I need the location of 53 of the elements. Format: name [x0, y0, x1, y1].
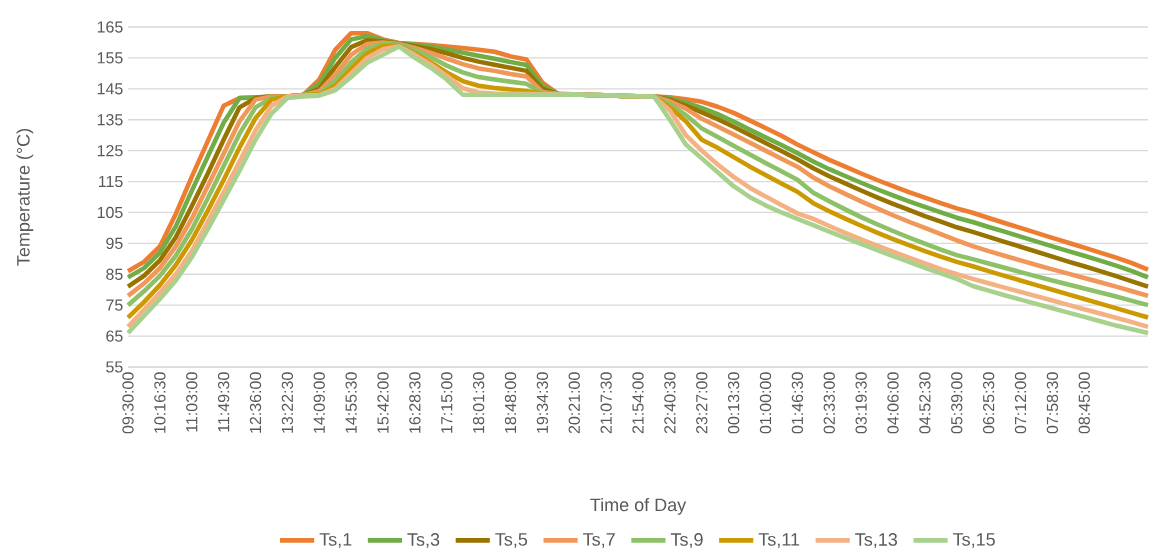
x-tick-label: 22:40:30 — [664, 372, 676, 434]
x-tick-label: 06:25:30 — [982, 372, 995, 434]
x-tick-label: 05:39:00 — [951, 372, 963, 434]
legend-label: Ts,7 — [583, 533, 615, 548]
y-tick-label: 145 — [97, 83, 123, 95]
y-tick-label: 125 — [97, 144, 123, 157]
y-tick-label: 75 — [106, 299, 123, 311]
y-tick-label: 105 — [97, 206, 123, 219]
x-tick-label: 03:19:30 — [855, 372, 867, 434]
legend-label: Ts,1 — [319, 533, 352, 548]
y-tick-label: 135 — [97, 114, 123, 126]
x-tick-label: 18:01:30 — [472, 372, 485, 433]
x-tick-label: 02:33:00 — [823, 372, 835, 434]
x-tick-label: 20:21:00 — [568, 372, 580, 434]
x-tick-label: 11:03:00 — [186, 372, 198, 432]
legend-label: Ts,15 — [953, 533, 995, 548]
y-tick-label: 165 — [97, 21, 123, 33]
x-tick-label: 23:27:00 — [696, 372, 708, 434]
x-tick-label: 14:09:00 — [313, 372, 325, 433]
x-tick-label: 04:52:30 — [919, 372, 931, 434]
x-tick-label: 13:22:30 — [281, 372, 294, 433]
x-tick-label: 00:13:30 — [727, 372, 740, 434]
x-tick-label: 10:16:30 — [154, 372, 166, 433]
x-tick-label: 08:45:00 — [1078, 372, 1090, 434]
x-tick-label: 19:34:30 — [536, 372, 549, 433]
x-tick-label: 04:06:00 — [887, 372, 899, 434]
y-tick-label: 55 — [106, 361, 123, 373]
legend-label: Ts,5 — [495, 533, 528, 548]
legend-label: Ts,3 — [407, 533, 440, 548]
x-tick-label: 21:07:30 — [600, 372, 612, 434]
x-tick-label: 15:42:00 — [377, 372, 389, 433]
y-tick-label: 95 — [106, 237, 123, 250]
x-tick-label: 01:46:30 — [791, 372, 804, 434]
y-tick-label: 65 — [106, 330, 123, 342]
legend-label: Ts,13 — [855, 533, 898, 548]
x-tick-label: 07:58:30 — [1046, 372, 1059, 434]
y-tick-label: 155 — [97, 52, 123, 64]
x-tick-label: 21:54:00 — [632, 372, 644, 434]
x-axis-title: Time of Day — [590, 498, 687, 515]
legend-label: Ts,11 — [758, 533, 800, 548]
x-tick-label: 18:48:00 — [504, 372, 517, 433]
y-tick-label: 115 — [99, 175, 123, 188]
x-tick-label: 17:15:00 — [441, 372, 453, 433]
x-tick-label: 16:28:30 — [409, 372, 421, 433]
y-axis-title: Temperature (°C) — [16, 129, 34, 266]
x-tick-label: 07:12:00 — [1014, 372, 1027, 434]
x-tick-label: 12:36:00 — [249, 372, 262, 433]
legend-label: Ts,9 — [670, 533, 703, 548]
x-tick-label: 09:30:00 — [122, 372, 134, 434]
x-tick-label: 14:55:30 — [345, 372, 357, 433]
x-tick-label: 01:00:00 — [759, 372, 772, 434]
x-tick-label: 11:49:30 — [217, 372, 230, 432]
y-tick-label: 85 — [106, 268, 123, 280]
